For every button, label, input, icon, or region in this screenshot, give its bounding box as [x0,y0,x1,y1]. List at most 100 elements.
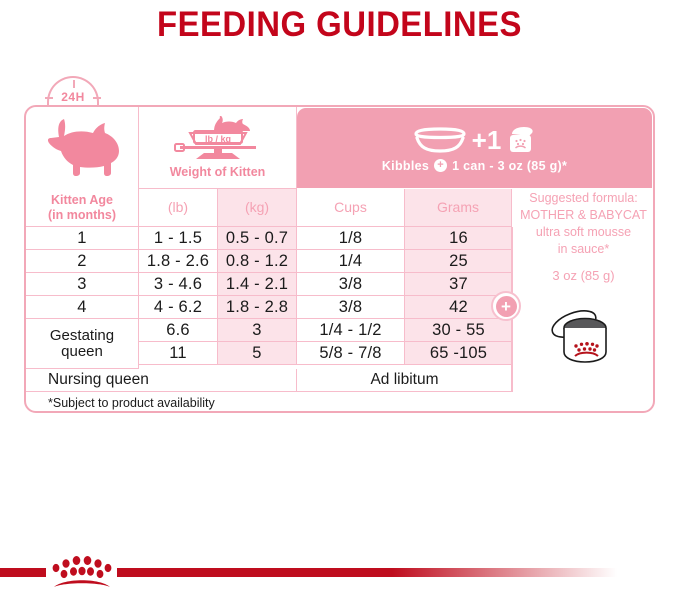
cell-value: 37 [449,274,468,293]
cups-header: Cups [297,189,405,227]
lb-header-label: (lb) [167,199,189,216]
cell-value: 6.6 [166,320,190,339]
suggested-formula-weight: 3 oz (85 g) [552,267,615,283]
kg-header: (kg) [218,189,297,227]
gestating-line2: queen [61,342,103,360]
wet-food-banner: +1 Kibbles + 1 can - 3 oz (85 g)* [297,108,652,188]
suggested-formula-line2: MOTHER & BABYCAT [520,207,647,222]
gestating-queen-label-cell: Gestating queen [26,319,139,369]
cell-age-row-2: 2 [26,250,139,273]
banner-caption-can: 1 can - 3 oz (85 g)* [452,158,568,173]
cell-value: 1 - 1.5 [153,228,203,247]
cell-grams-row-6: 65 -105 [405,342,512,365]
cell-lb-row-2: 1.8 - 2.6 [139,250,218,273]
cell-grams-row-3: 37 [405,273,512,296]
cell-kg-row-3: 1.4 - 2.1 [218,273,297,296]
kitten-silhouette-icon [47,119,119,176]
cell-value: 25 [449,251,468,270]
cell-cups-row-4: 3/8 [297,296,405,319]
svg-text:lb / kg: lb / kg [204,134,230,144]
suggested-formula-line1: Suggested formula: [529,191,638,205]
cell-age-row-3: 3 [26,273,139,296]
cell-value: 1 [77,228,87,247]
cell-grams-row-5: 30 - 55 [405,319,512,342]
weight-of-kitten-label: Weight of Kitten [169,164,266,179]
plus-icon: + [434,159,448,172]
cell-value: 4 [77,297,87,316]
crown-icon [52,556,112,587]
royal-canin-crown-logo [0,548,679,593]
cell-value: 1.8 - 2.6 [146,251,210,270]
cell-value: 2 [77,251,87,270]
cell-age-row-4: 4 [26,296,139,319]
cell-age-row-1: 1 [26,227,139,250]
badge-24h-label: 24H [61,90,85,104]
open-can-illustration [548,306,622,368]
lb-header: (lb) [139,189,218,227]
cell-cups-row-3: 3/8 [297,273,405,296]
cell-value: 3 [252,320,262,339]
clock-24h-icon: 24H [45,76,101,106]
cell-value: 1.8 - 2.8 [225,297,289,316]
cell-lb-row-4: 4 - 6.2 [139,296,218,319]
cell-value: 3 - 4.6 [153,274,203,293]
cell-grams-row-4: 42 [405,296,512,319]
cell-cups-row-1: 1/8 [297,227,405,250]
cell-value: 1/4 [338,251,363,270]
cell-lb-row-3: 3 - 4.6 [139,273,218,296]
footnote-text: *Subject to product availability [48,396,215,410]
clock-tick-right [93,97,101,99]
nursing-queen-label: Nursing queen [26,369,297,392]
cell-value: 0.8 - 1.2 [225,251,289,270]
suggested-formula-panel: Suggested formula: MOTHER & BABYCAT ultr… [514,190,653,284]
cell-grams-row-1: 16 [405,227,512,250]
plus-badge-inner: + [495,295,517,317]
grams-header: Grams [405,189,512,227]
cell-kg-row-6: 5 [218,342,297,365]
kitten-age-sublabel: (in months) [47,207,117,222]
plus-one-label: +1 [471,124,502,155]
nursing-queen-value: Ad libitum [297,369,512,392]
cell-value: 3 [77,274,87,293]
cups-header-label: Cups [334,199,367,216]
ad-libitum-text: Ad libitum [370,371,439,388]
clock-tick-left [45,97,53,99]
suggested-formula-line3: ultra soft mousse [535,224,632,239]
gestating-line1: Gestating [49,326,115,344]
logo-bar-right [117,568,617,577]
cell-value: 1/4 - 1/2 [319,320,382,339]
cell-cups-row-6: 5/8 - 7/8 [297,342,405,365]
kitten-age-header: Kitten Age (in months) [26,189,139,227]
cell-value: 5/8 - 7/8 [319,343,382,362]
cat-food-can-icon [510,126,533,152]
cell-value: 5 [252,343,262,362]
cell-grams-row-2: 25 [405,250,512,273]
grams-header-label: Grams [437,199,479,216]
cell-value: 1.4 - 2.1 [225,274,289,293]
banner-caption-kibbles: Kibbles [381,158,430,173]
cell-kg-row-1: 0.5 - 0.7 [218,227,297,250]
balance-scale-icon: lb / kg [173,115,256,159]
cell-value: 0.5 - 0.7 [225,228,289,247]
cell-value: 3/8 [338,297,363,316]
cell-value: 16 [449,228,468,247]
kitten-header-cell [26,107,139,189]
kitten-age-label: Kitten Age [50,193,114,208]
kg-header-label: (kg) [244,199,270,216]
cell-kg-row-5: 3 [218,319,297,342]
footnote: *Subject to product availability [28,392,508,414]
cell-kg-row-4: 1.8 - 2.8 [218,296,297,319]
clock-tick-top [73,80,75,88]
banner-caption: Kibbles + 1 can - 3 oz (85 g)* [382,159,567,173]
weight-of-kitten-header: lb / kg Weight of Kitten [139,107,297,189]
cell-lb-row-1: 1 - 1.5 [139,227,218,250]
plus-badge-icon: + [491,291,521,321]
cell-value: 11 [169,343,187,362]
cell-cups-row-5: 1/4 - 1/2 [297,319,405,342]
kibble-bowl-icon [414,126,466,153]
suggested-formula-line4: in sauce* [557,241,610,256]
cell-value: 4 - 6.2 [153,297,203,316]
cell-value: 3/8 [338,274,363,293]
page-title: FEEDING GUIDELINES [157,5,522,44]
cell-value: 1/8 [338,228,363,247]
